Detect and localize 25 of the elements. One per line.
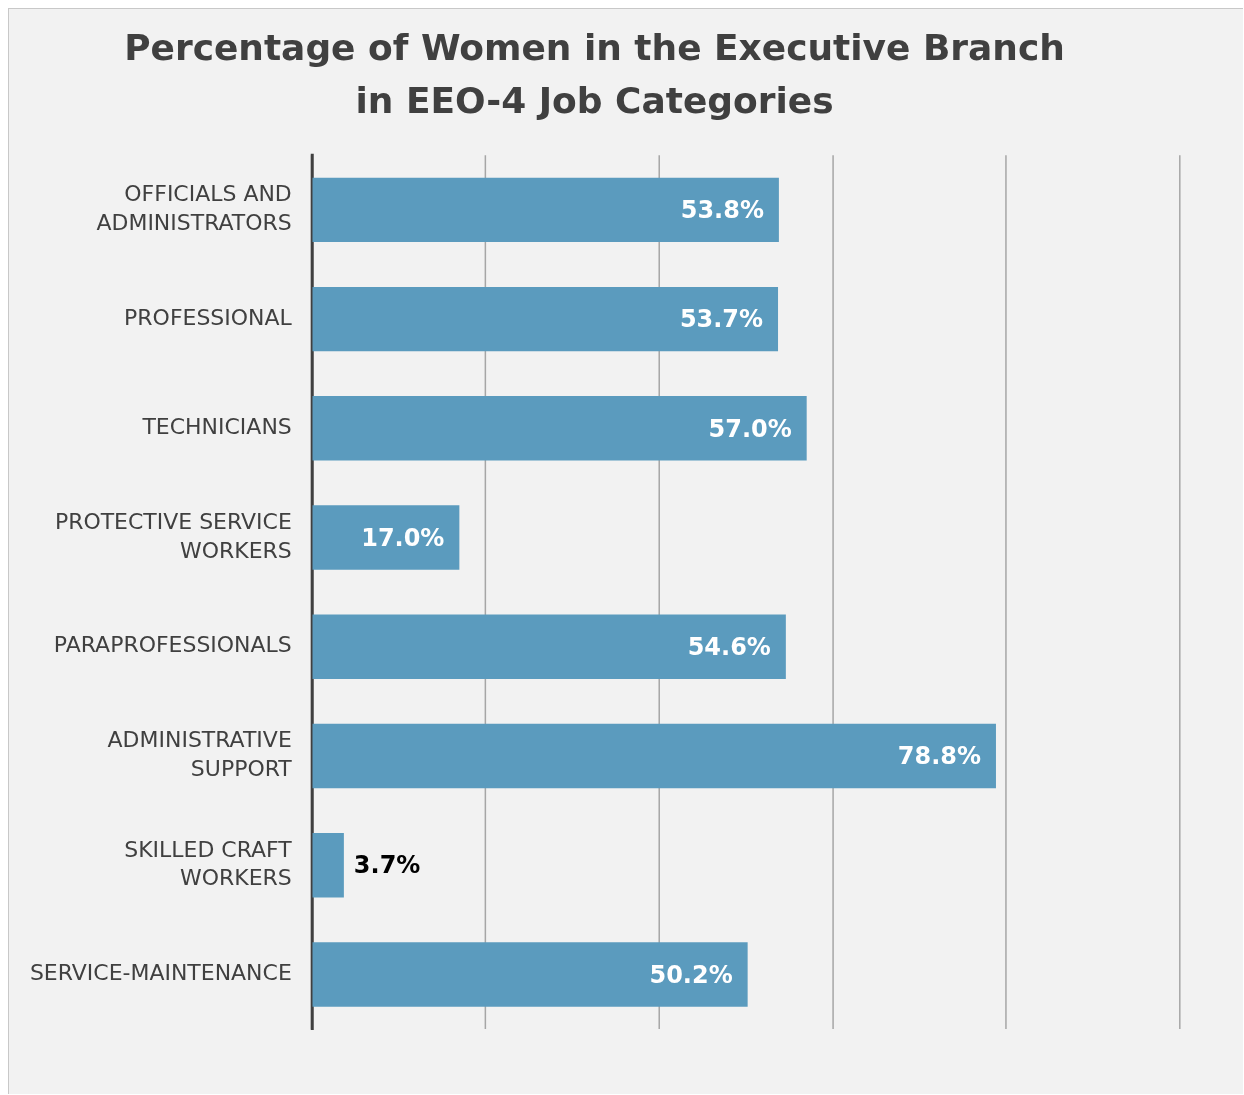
y-tick-label: PROTECTIVE SERVICE WORKERS (54, 508, 292, 563)
y-tick-label: SERVICE-MAINTENANCE (29, 960, 292, 986)
y-tick-label: PROFESSIONAL (124, 304, 293, 330)
y-tick-label: ADMINISTRATIVE SUPPORT (107, 727, 293, 781)
data-label: 17.0% (361, 523, 445, 552)
bar (312, 286, 779, 352)
bar (312, 505, 460, 570)
bar (312, 614, 786, 679)
data-label: 54.6% (687, 633, 771, 661)
bar (312, 833, 344, 898)
data-label: 3.7% (353, 851, 421, 880)
y-tick-label: PARAPROFESSIONALS (53, 632, 292, 658)
data-label: 53.8% (680, 196, 764, 225)
bar (312, 396, 807, 461)
y-tick-label: OFFICIALS AND ADMINISTRATORS (96, 181, 292, 235)
data-label: 57.0% (708, 414, 792, 443)
data-label: 50.2% (649, 960, 733, 989)
data-label: 53.7% (679, 305, 764, 334)
y-tick-label: TECHNICIANS (141, 414, 292, 440)
chart-title: Percentage of Women in the Executive Branch in EEO-4 Job Categories (124, 27, 1065, 121)
y-tick-label: SKILLED CRAFT WORKERS (124, 836, 293, 891)
bar (312, 942, 748, 1007)
data-label: 78.8% (897, 742, 981, 771)
bar (312, 177, 779, 243)
bar (312, 723, 996, 789)
